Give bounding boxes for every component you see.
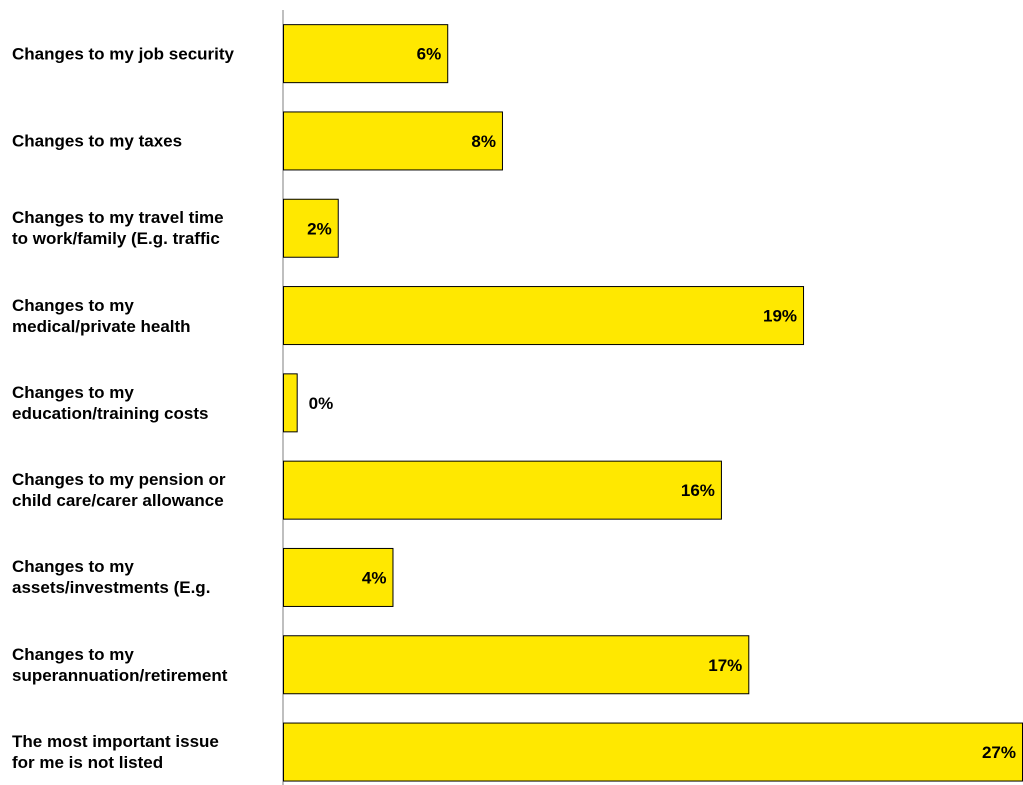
data-label: 6%: [417, 45, 442, 64]
category-label-line: to work/family (E.g. traffic: [12, 229, 220, 249]
category-label-line: superannuation/retirement: [12, 665, 228, 685]
category-label-line: Changes to my: [12, 644, 134, 664]
data-label: 4%: [362, 568, 387, 587]
category-label-line: Changes to my: [12, 382, 134, 402]
category-label-line: Changes to my taxes: [12, 131, 183, 151]
category-label-line: for me is not listed: [12, 753, 164, 773]
category-label-line: The most important issue: [12, 732, 219, 752]
bar: [283, 722, 1023, 782]
category-label: Changes to my travel time to work/family …: [12, 207, 274, 249]
category-label: Changes to my taxes: [12, 130, 274, 151]
category-label-line: child care/carer allowance: [12, 491, 224, 511]
category-label-line: education/training costs: [12, 403, 209, 423]
category-label-line: Changes to my pension or: [12, 470, 226, 490]
data-label: 16%: [681, 481, 715, 500]
bar: [283, 111, 503, 171]
category-label: Changes to my education/training costs: [12, 382, 274, 424]
category-label-line: Changes to my: [12, 557, 134, 577]
bar: [283, 635, 750, 695]
data-label: 27%: [982, 743, 1016, 762]
bar: [283, 24, 449, 84]
data-label: 0%: [309, 394, 334, 413]
data-label: 8%: [471, 132, 496, 151]
category-label: Changes to my superannuation/retirement: [12, 644, 274, 686]
bar: [283, 373, 298, 433]
category-label-line: medical/private health: [12, 316, 191, 336]
bar: [283, 198, 339, 258]
category-label: Changes to my medical/private health: [12, 295, 274, 337]
bar: [283, 460, 722, 520]
category-label: Changes to my pension or child care/carer…: [12, 469, 274, 511]
category-label-line: Changes to my travel time: [12, 208, 224, 228]
category-label-line: Changes to my: [12, 295, 134, 315]
data-label: 17%: [708, 656, 742, 675]
data-label: 19%: [763, 307, 797, 326]
category-label-line: assets/investments (E.g.: [12, 578, 211, 598]
category-label: Changes to my assets/investments (E.g.: [12, 556, 274, 598]
bar: [283, 286, 805, 346]
data-label: 2%: [307, 219, 332, 238]
bar: [283, 547, 394, 607]
category-label: The most important issue for me is not li…: [12, 731, 274, 773]
category-label: Changes to my job security: [12, 43, 274, 64]
category-label-line: Changes to my job security: [12, 44, 234, 64]
